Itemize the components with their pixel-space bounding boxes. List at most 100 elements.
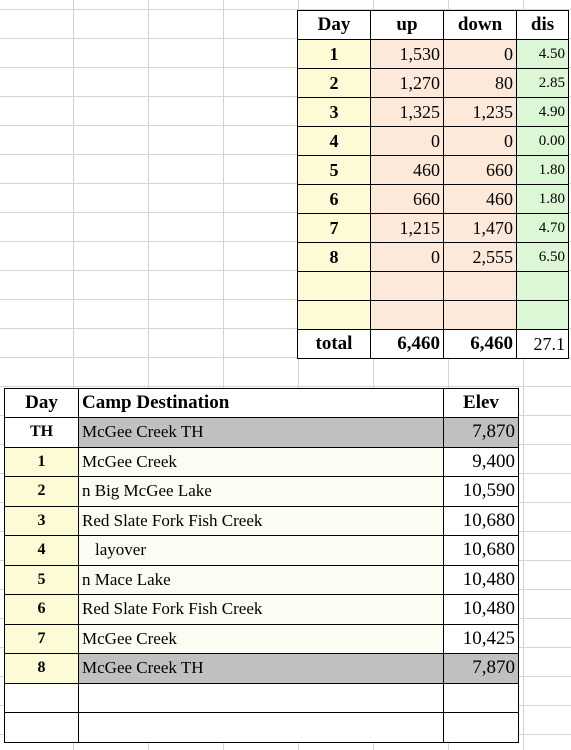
cell-elev[interactable]: 10,590: [443, 476, 519, 507]
cell-dis[interactable]: 4.90: [516, 97, 569, 127]
cell-dis[interactable]: 1.80: [516, 184, 569, 214]
cell-dis[interactable]: 2.85: [516, 68, 569, 98]
cell-dis[interactable]: 1.80: [516, 155, 569, 185]
cell-day[interactable]: 6: [297, 184, 371, 214]
table-row: 6 660 460 1.80: [297, 184, 569, 214]
cell-down[interactable]: 80: [443, 68, 517, 98]
cell-dis[interactable]: 6.50: [516, 242, 569, 272]
empty-cell[interactable]: [4, 712, 79, 743]
cell-elev[interactable]: 10,480: [443, 564, 519, 595]
table-row: 8 McGee Creek TH 7,870: [4, 653, 519, 684]
cell-elev[interactable]: 10,425: [443, 623, 519, 654]
camp-destination-table: Day Camp Destination Elev TH McGee Creek…: [4, 388, 519, 743]
table-row: 4 0 0 0.00: [297, 126, 569, 156]
empty-cell[interactable]: [516, 300, 569, 330]
cell-elev[interactable]: 10,680: [443, 535, 519, 566]
cell-day[interactable]: 3: [4, 505, 79, 536]
table-row: 3 Red Slate Fork Fish Creek 10,680: [4, 505, 519, 536]
cell-down[interactable]: 1,235: [443, 97, 517, 127]
empty-cell[interactable]: [297, 300, 371, 330]
header-day[interactable]: Day: [4, 388, 79, 418]
header-elev[interactable]: Elev: [443, 388, 519, 418]
cell-up[interactable]: 660: [370, 184, 444, 214]
cell-elev[interactable]: 9,400: [443, 446, 519, 477]
empty-cell[interactable]: [4, 682, 79, 713]
cell-destination[interactable]: McGee Creek TH: [78, 653, 444, 684]
cell-down[interactable]: 460: [443, 184, 517, 214]
cell-day[interactable]: TH: [4, 417, 79, 448]
cell-up[interactable]: 1,270: [370, 68, 444, 98]
header-down[interactable]: down: [443, 10, 517, 40]
table-row: 7 1,215 1,470 4.70: [297, 213, 569, 243]
header-day[interactable]: Day: [297, 10, 371, 40]
empty-row: [4, 712, 519, 743]
cell-dis[interactable]: 4.50: [516, 39, 569, 69]
empty-row: [4, 682, 519, 713]
cell-elev[interactable]: 7,870: [443, 653, 519, 684]
cell-up[interactable]: 1,325: [370, 97, 444, 127]
cell-day[interactable]: 4: [4, 535, 79, 566]
cell-destination[interactable]: layover: [78, 535, 444, 566]
cell-down[interactable]: 660: [443, 155, 517, 185]
empty-cell[interactable]: [78, 712, 444, 743]
cell-up[interactable]: 460: [370, 155, 444, 185]
cell-down[interactable]: 2,555: [443, 242, 517, 272]
cell-day[interactable]: 8: [4, 653, 79, 684]
cell-up[interactable]: 0: [370, 242, 444, 272]
cell-destination[interactable]: McGee Creek: [78, 446, 444, 477]
cell-up[interactable]: 1,215: [370, 213, 444, 243]
cell-elev[interactable]: 10,480: [443, 594, 519, 625]
header-up[interactable]: up: [370, 10, 444, 40]
cell-dis[interactable]: 0.00: [516, 126, 569, 156]
cell-day[interactable]: 6: [4, 594, 79, 625]
cell-day[interactable]: 2: [4, 476, 79, 507]
cell-day[interactable]: 7: [297, 213, 371, 243]
cell-day[interactable]: 1: [4, 446, 79, 477]
cell-day[interactable]: 1: [297, 39, 371, 69]
empty-cell[interactable]: [370, 271, 444, 301]
cell-destination[interactable]: Red Slate Fork Fish Creek: [78, 505, 444, 536]
cell-day[interactable]: 7: [4, 623, 79, 654]
cell-down[interactable]: 1,470: [443, 213, 517, 243]
cell-day[interactable]: 8: [297, 242, 371, 272]
table-row: 3 1,325 1,235 4.90: [297, 97, 569, 127]
cell-day[interactable]: 4: [297, 126, 371, 156]
cell-destination[interactable]: McGee Creek TH: [78, 417, 444, 448]
cell-day[interactable]: 5: [297, 155, 371, 185]
empty-cell[interactable]: [443, 712, 519, 743]
empty-cell[interactable]: [443, 271, 517, 301]
empty-cell[interactable]: [78, 682, 444, 713]
empty-cell[interactable]: [297, 271, 371, 301]
cell-day[interactable]: 5: [4, 564, 79, 595]
cell-destination[interactable]: n Mace Lake: [78, 564, 444, 595]
header-camp-destination[interactable]: Camp Destination: [78, 388, 444, 418]
cell-elev[interactable]: 10,680: [443, 505, 519, 536]
empty-cell[interactable]: [443, 300, 517, 330]
total-down[interactable]: 6,460: [443, 329, 517, 359]
total-dis[interactable]: 27.1: [516, 329, 569, 359]
table-row: 1 McGee Creek 9,400: [4, 446, 519, 477]
cell-down[interactable]: 0: [443, 39, 517, 69]
empty-row: [297, 271, 569, 301]
empty-cell[interactable]: [516, 271, 569, 301]
cell-day[interactable]: 2: [297, 68, 371, 98]
empty-row: [297, 300, 569, 330]
cell-destination[interactable]: McGee Creek: [78, 623, 444, 654]
table-row: 8 0 2,555 6.50: [297, 242, 569, 272]
cell-destination[interactable]: n Big McGee Lake: [78, 476, 444, 507]
cell-down[interactable]: 0: [443, 126, 517, 156]
cell-day[interactable]: 3: [297, 97, 371, 127]
cell-up[interactable]: 0: [370, 126, 444, 156]
total-up[interactable]: 6,460: [370, 329, 444, 359]
table-row: 2 n Big McGee Lake 10,590: [4, 476, 519, 507]
cell-up[interactable]: 1,530: [370, 39, 444, 69]
header-dis[interactable]: dis: [516, 10, 569, 40]
table-row: 5 460 660 1.80: [297, 155, 569, 185]
cell-destination[interactable]: Red Slate Fork Fish Creek: [78, 594, 444, 625]
cell-elev[interactable]: 7,870: [443, 417, 519, 448]
empty-cell[interactable]: [443, 682, 519, 713]
table-row: 2 1,270 80 2.85: [297, 68, 569, 98]
total-label[interactable]: total: [297, 329, 371, 359]
empty-cell[interactable]: [370, 300, 444, 330]
cell-dis[interactable]: 4.70: [516, 213, 569, 243]
